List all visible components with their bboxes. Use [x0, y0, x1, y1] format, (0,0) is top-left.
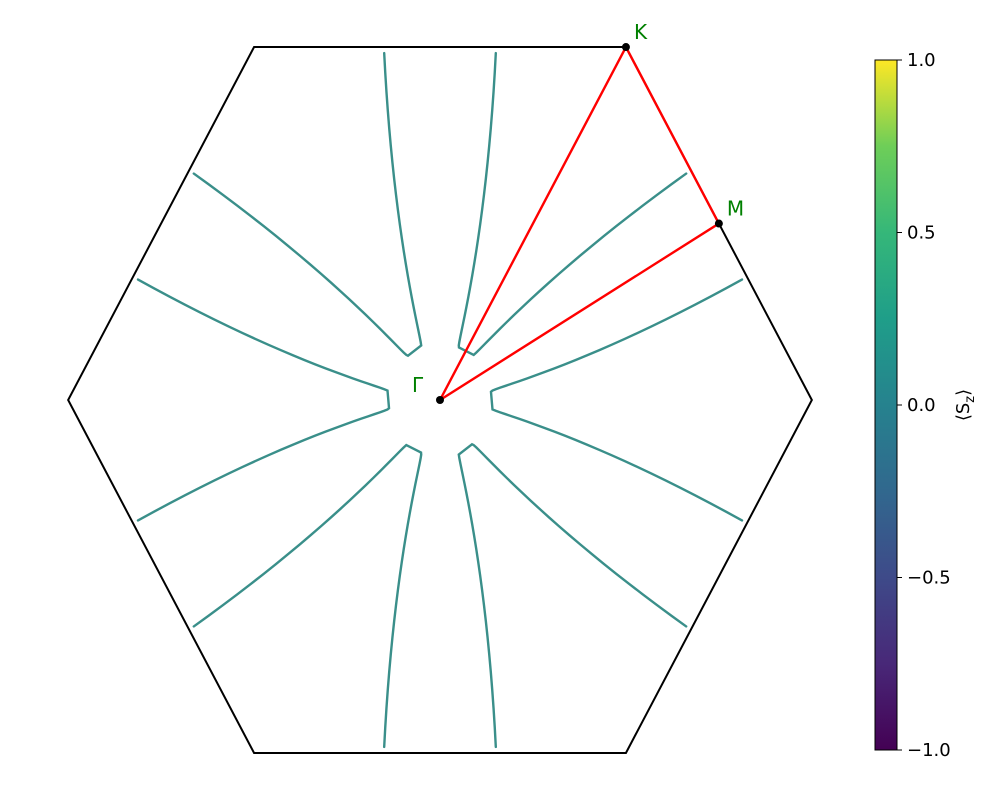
colorbar-ticks: −1.0 −0.5 0.0 0.5 1.0: [897, 50, 951, 761]
colorbar-tick-label: −1.0: [907, 740, 951, 761]
hs-label-gamma: Γ: [412, 373, 424, 397]
hs-point-m: [715, 220, 723, 228]
hs-point-k: [622, 43, 630, 51]
fermi-petal: [491, 280, 742, 521]
colorbar-gradient: [875, 60, 897, 750]
colorbar-axis-label: ⟨Sz⟩: [953, 389, 978, 421]
bz-axes: Γ K M: [68, 20, 812, 753]
colorbar-label: ⟨Sz⟩: [953, 389, 978, 421]
hs-point-gamma: [436, 396, 444, 404]
colorbar: −1.0 −0.5 0.0 0.5 1.0 ⟨Sz⟩: [875, 50, 978, 761]
colorbar-tick-label: 1.0: [907, 50, 936, 71]
high-symmetry-points: Γ K M: [412, 20, 744, 404]
hs-label-m: M: [727, 197, 744, 221]
colorbar-tick-label: 0.0: [907, 395, 936, 416]
fermi-petal: [138, 280, 389, 521]
colorbar-tick-label: −0.5: [907, 568, 951, 589]
bz-figure: Γ K M −1.0 −0.5 0.0 0.5 1.0 ⟨Sz⟩: [0, 0, 1000, 800]
colorbar-tick-label: 0.5: [907, 223, 936, 244]
hs-label-k: K: [634, 20, 648, 44]
